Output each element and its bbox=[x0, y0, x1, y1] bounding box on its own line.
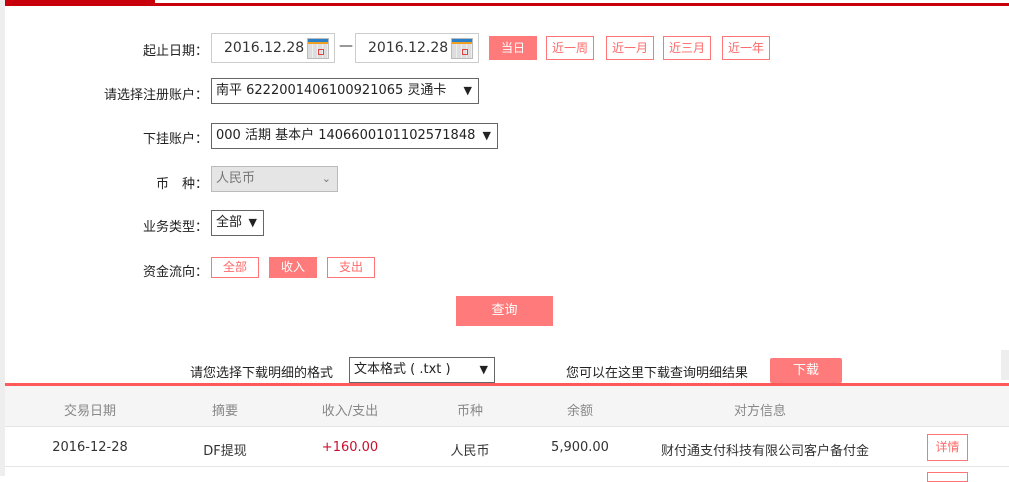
download-format-select[interactable]: 文本格式 ( .txt ) ▼ bbox=[349, 357, 495, 383]
date-label: 起止日期： bbox=[142, 44, 208, 59]
flow-income-button[interactable]: 收入 bbox=[269, 257, 317, 278]
end-date-value: 2016.12.28 bbox=[368, 40, 449, 56]
row-balance: 5,900.00 bbox=[551, 440, 609, 455]
row-amount: +160.00 bbox=[321, 440, 379, 455]
calendar-icon[interactable] bbox=[451, 38, 473, 59]
range-today-button[interactable]: 当日 bbox=[489, 36, 537, 60]
chevron-down-icon: ▼ bbox=[479, 363, 488, 376]
row-date: 2016-12-28 bbox=[52, 440, 128, 455]
account-select[interactable]: 南平 6222001406100921065 灵通卡 ▼ bbox=[211, 78, 479, 104]
table-top-border bbox=[5, 383, 1009, 386]
download-format-value: 文本格式 ( .txt ) bbox=[354, 362, 451, 377]
chevron-down-icon: ▼ bbox=[248, 216, 257, 229]
date-separator: — bbox=[339, 38, 353, 54]
calendar-icon[interactable] bbox=[307, 38, 329, 59]
flow-label: 资金流向： bbox=[142, 265, 208, 280]
start-date-value: 2016.12.28 bbox=[224, 40, 305, 56]
header-counterparty: 对方信息 bbox=[733, 404, 786, 419]
row-summary: DF提现 bbox=[203, 444, 247, 459]
currency-select: 人民币 ⌄ bbox=[211, 166, 338, 192]
left-border bbox=[0, 0, 5, 476]
download-hint: 您可以在这里下载查询明细结果 bbox=[566, 366, 749, 381]
account-value: 南平 6222001406100921065 灵通卡 bbox=[216, 83, 447, 98]
currency-value: 人民币 bbox=[216, 171, 256, 186]
chevron-down-icon: ▼ bbox=[482, 129, 491, 142]
chevron-down-icon: ⌄ bbox=[321, 172, 331, 185]
right-border bbox=[1001, 350, 1009, 380]
start-date-input[interactable]: 2016.12.28 bbox=[211, 33, 335, 63]
subaccount-value: 000 活期 基本户 1406600101102571848 bbox=[216, 128, 476, 143]
range-3month-button[interactable]: 近三月 bbox=[663, 36, 711, 60]
top-bar bbox=[5, 3, 1009, 6]
currency-label: 币 种： bbox=[155, 177, 208, 192]
flow-expense-button[interactable]: 支出 bbox=[327, 257, 375, 278]
header-date: 交易日期 bbox=[63, 404, 116, 419]
query-button[interactable]: 查询 bbox=[456, 296, 553, 326]
detail-button[interactable] bbox=[927, 472, 968, 482]
table-row bbox=[5, 427, 1009, 467]
table-header bbox=[5, 386, 1009, 427]
range-year-button[interactable]: 近一年 bbox=[722, 36, 770, 60]
flow-all-button[interactable]: 全部 bbox=[211, 257, 259, 278]
download-format-label: 请您选择下载明细的格式 bbox=[190, 366, 334, 381]
active-tab-indicator bbox=[5, 0, 155, 6]
detail-button[interactable]: 详情 bbox=[927, 434, 968, 461]
header-currency: 币种 bbox=[456, 404, 483, 419]
range-week-button[interactable]: 近一周 bbox=[546, 36, 594, 60]
subaccount-select[interactable]: 000 活期 基本户 1406600101102571848 ▼ bbox=[211, 123, 498, 149]
biztype-select[interactable]: 全部 ▼ bbox=[211, 210, 264, 236]
row-currency: 人民币 bbox=[450, 444, 490, 459]
range-month-button[interactable]: 近一月 bbox=[606, 36, 654, 60]
chevron-down-icon: ▼ bbox=[463, 84, 472, 97]
header-amount: 收入/支出 bbox=[321, 404, 379, 419]
subaccount-label: 下挂账户： bbox=[142, 132, 208, 147]
biztype-value: 全部 bbox=[216, 215, 243, 230]
download-button[interactable]: 下载 bbox=[770, 358, 842, 383]
header-balance: 余额 bbox=[566, 404, 593, 419]
row-counterparty: 财付通支付科技有限公司客户备付金 bbox=[660, 444, 869, 459]
end-date-input[interactable]: 2016.12.28 bbox=[355, 33, 479, 63]
header-summary: 摘要 bbox=[211, 404, 238, 419]
biztype-label: 业务类型： bbox=[142, 220, 208, 235]
account-label: 请选择注册账户： bbox=[103, 88, 208, 103]
